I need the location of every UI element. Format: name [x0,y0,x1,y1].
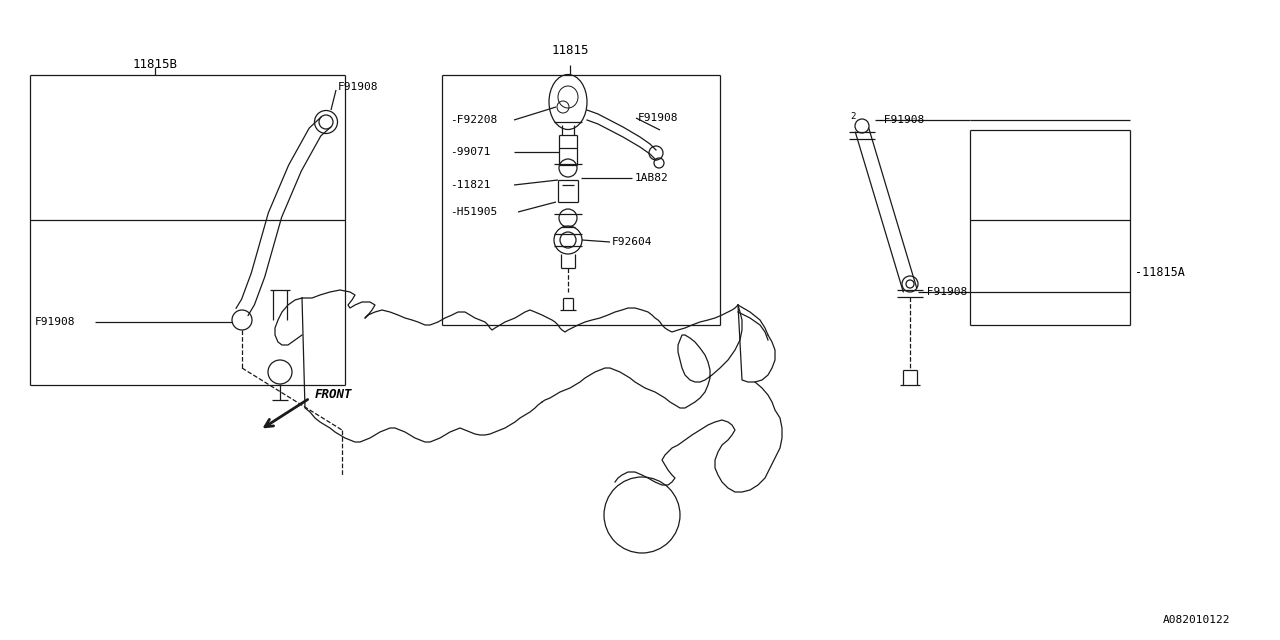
Text: F91908: F91908 [637,113,678,123]
Text: -F91908: -F91908 [877,115,924,125]
Text: 2: 2 [850,111,855,120]
Text: F91908: F91908 [35,317,76,327]
Text: 11815: 11815 [552,44,589,56]
Text: A082010122: A082010122 [1162,615,1230,625]
Text: -F91908: -F91908 [920,287,968,297]
Text: -99071: -99071 [451,147,490,157]
Text: FRONT: FRONT [315,388,352,401]
Text: F91908: F91908 [338,82,379,92]
Text: -11815A: -11815A [1135,266,1185,279]
Text: 1AB82: 1AB82 [635,173,668,183]
Text: F92604: F92604 [612,237,653,247]
Text: -11821: -11821 [451,180,490,190]
Text: -H51905: -H51905 [451,207,497,217]
Text: 11815B: 11815B [133,58,178,72]
Text: -F92208: -F92208 [451,115,497,125]
